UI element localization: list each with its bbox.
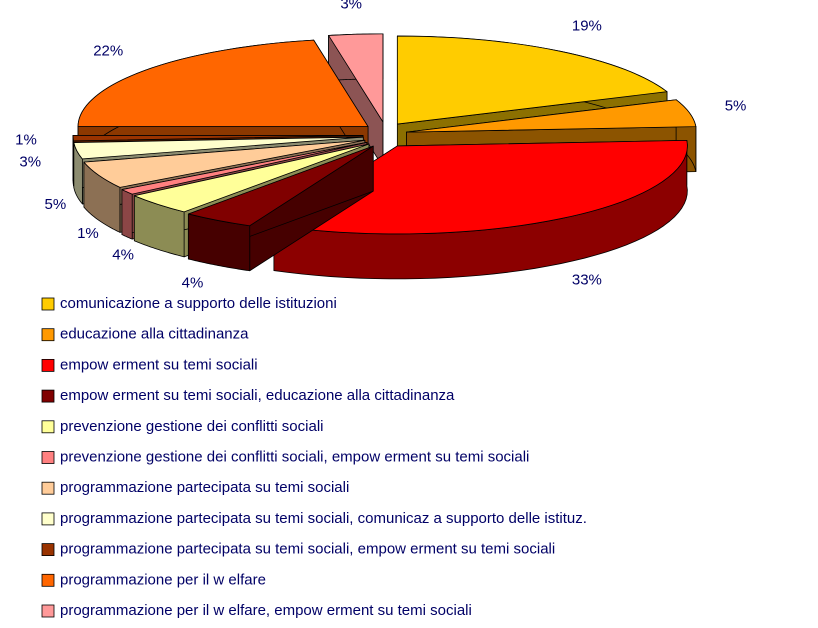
- slice: [396, 35, 668, 125]
- slice: [72, 135, 364, 142]
- legend-swatch: [41, 451, 55, 464]
- data-label: 5%: [44, 196, 66, 213]
- slice: [73, 136, 364, 160]
- pie: [72, 33, 697, 280]
- slice: [328, 33, 384, 123]
- slice: [121, 142, 368, 195]
- legend-label: comunicazione a supporto delle istituzio…: [60, 295, 337, 312]
- legend-swatch: [41, 297, 55, 311]
- legend-label: programmazione per il w elfare, empow er…: [60, 602, 472, 619]
- legend-label: educazione alla cittadinanza: [60, 326, 249, 343]
- legend-label: prevenzione gestione dei conflitti socia…: [60, 418, 324, 435]
- legend-label: programmazione per il w elfare: [60, 571, 266, 588]
- slice: [273, 139, 688, 235]
- legend-swatch: [41, 420, 55, 434]
- slice: [187, 145, 374, 227]
- slice: [77, 39, 369, 127]
- slice: [133, 143, 370, 213]
- data-label: 1%: [77, 225, 99, 242]
- legend-label: programmazione partecipata su temi socia…: [60, 479, 349, 496]
- data-label: 5%: [725, 97, 747, 114]
- data-label: 1%: [15, 132, 37, 149]
- slice: [406, 99, 697, 133]
- slice: [83, 139, 366, 188]
- data-label: 3%: [340, 0, 362, 12]
- data-label: 3%: [19, 154, 41, 171]
- data-label: 4%: [112, 247, 134, 264]
- legend-swatch: [41, 389, 55, 403]
- legend-label: empow erment su temi sociali, educazione…: [60, 387, 455, 404]
- data-label: 4%: [182, 275, 204, 292]
- legend-swatch: [41, 604, 55, 618]
- legend-swatch: [41, 543, 55, 556]
- legend-swatch: [41, 481, 55, 495]
- legend-label: prevenzione gestione dei conflitti socia…: [60, 448, 529, 465]
- data-label: 19%: [572, 18, 602, 35]
- data-label: 22%: [93, 42, 123, 59]
- data-label: 33%: [572, 272, 602, 289]
- legend-label: programmazione partecipata su temi socia…: [60, 510, 587, 527]
- legend-label: empow erment su temi sociali: [60, 356, 258, 373]
- legend-label: programmazione partecipata su temi socia…: [60, 541, 555, 558]
- legend-swatch: [41, 512, 55, 526]
- legend-swatch: [41, 358, 55, 372]
- legend-swatch: [41, 573, 55, 587]
- legend-swatch: [41, 328, 55, 342]
- slice-side: [121, 189, 133, 240]
